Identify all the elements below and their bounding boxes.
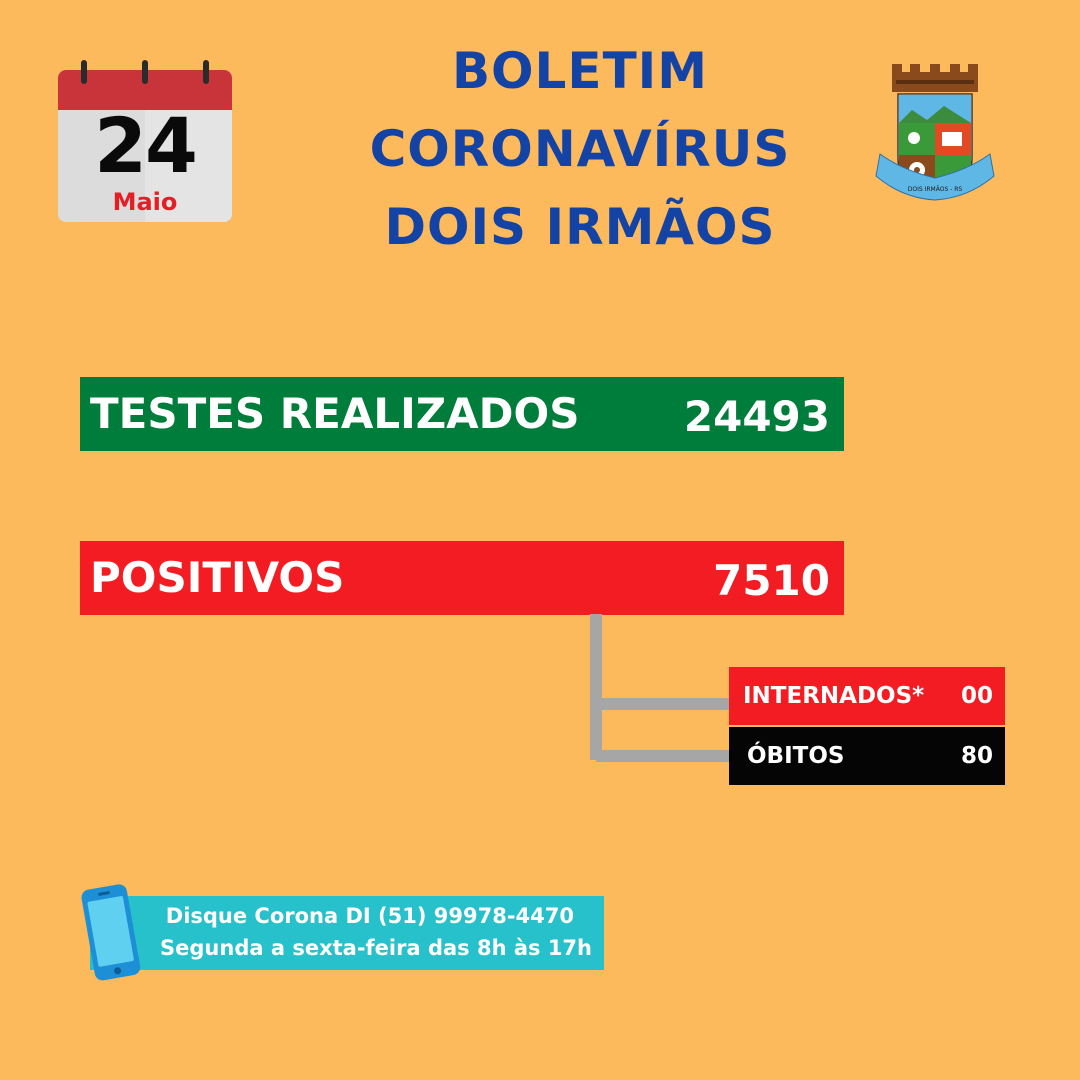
internados-value: 00	[960, 683, 993, 709]
contact-box: Disque Corona DI (51) 99978-4470 Segunda…	[90, 896, 604, 970]
calendar-ring-icon	[142, 60, 148, 84]
testes-value: 24493	[683, 392, 830, 441]
calendar-month: Maio	[112, 188, 178, 216]
testes-realizados-bar: TESTES REALIZADOS 24493	[80, 377, 844, 451]
obitos-bar: ÓBITOS 80	[729, 727, 1005, 785]
testes-label: TESTES REALIZADOS	[90, 389, 580, 438]
positivos-label: POSITIVOS	[90, 553, 345, 602]
connector-lines	[590, 614, 730, 762]
calendar-icon: 24 Maio	[58, 70, 232, 222]
title-line-2: CORONAVÍRUS	[369, 120, 791, 178]
contact-hours: Segunda a sexta-feira das 8h às 17h	[160, 936, 592, 960]
contact-phone: Disque Corona DI (51) 99978-4470	[165, 904, 574, 928]
internados-label: INTERNADOS*	[743, 683, 925, 709]
coat-of-arms-logo: DOIS IRMÃOS - RS	[875, 64, 995, 201]
calendar-page-shade	[145, 110, 232, 222]
obitos-label: ÓBITOS	[747, 743, 845, 769]
calendar-ring-icon	[203, 60, 209, 84]
smartphone-icon	[81, 884, 141, 981]
calendar-day: 24	[94, 101, 198, 190]
positivos-value: 7510	[713, 556, 830, 605]
calendar-ring-icon	[81, 60, 87, 84]
positivos-bar: POSITIVOS 7510	[80, 541, 844, 615]
title-line-1: BOLETIM	[451, 42, 709, 100]
internados-bar: INTERNADOS* 00	[729, 667, 1005, 725]
title-line-3: DOIS IRMÃOS	[384, 198, 776, 256]
page-title: BOLETIM CORONAVÍRUS DOIS IRMÃOS	[330, 32, 830, 266]
svg-text:DOIS IRMÃOS - RS: DOIS IRMÃOS - RS	[908, 186, 963, 193]
obitos-value: 80	[960, 743, 993, 769]
